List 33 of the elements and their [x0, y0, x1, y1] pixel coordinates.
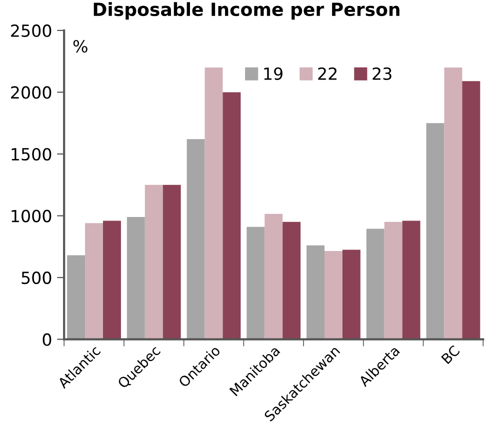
bar [462, 81, 480, 340]
y-tick-label: 2000 [11, 86, 52, 99]
y-axis-title: % [73, 40, 88, 53]
legend-label: 19 [264, 67, 282, 80]
y-tick-label: 2500 [11, 24, 52, 38]
bar [402, 220, 420, 340]
bar [342, 250, 360, 340]
bar [324, 250, 342, 340]
bar [204, 68, 223, 340]
bar [222, 92, 241, 340]
bar [103, 220, 121, 340]
y-tick-label: 1500 [12, 148, 52, 161]
x-tick-label: BC [440, 344, 460, 364]
bar [126, 216, 145, 340]
bar [67, 255, 86, 340]
bar [162, 184, 181, 340]
legend-label: 23 [372, 67, 392, 80]
bar [366, 228, 384, 340]
bar [384, 222, 402, 340]
y-tick-label: 1000 [12, 210, 52, 222]
bar [306, 245, 324, 340]
bar [246, 226, 265, 340]
bar [144, 184, 163, 340]
y-tick-label: 500 [22, 271, 52, 284]
chart-title: Disposable Income per Person [94, 2, 400, 20]
bar [426, 123, 444, 340]
bar [85, 223, 103, 340]
y-tick-label: 0 [42, 333, 52, 346]
legend-label: 22 [318, 67, 336, 80]
bar [282, 222, 301, 340]
bar [444, 68, 462, 340]
bar [186, 139, 205, 340]
bar [264, 214, 283, 340]
